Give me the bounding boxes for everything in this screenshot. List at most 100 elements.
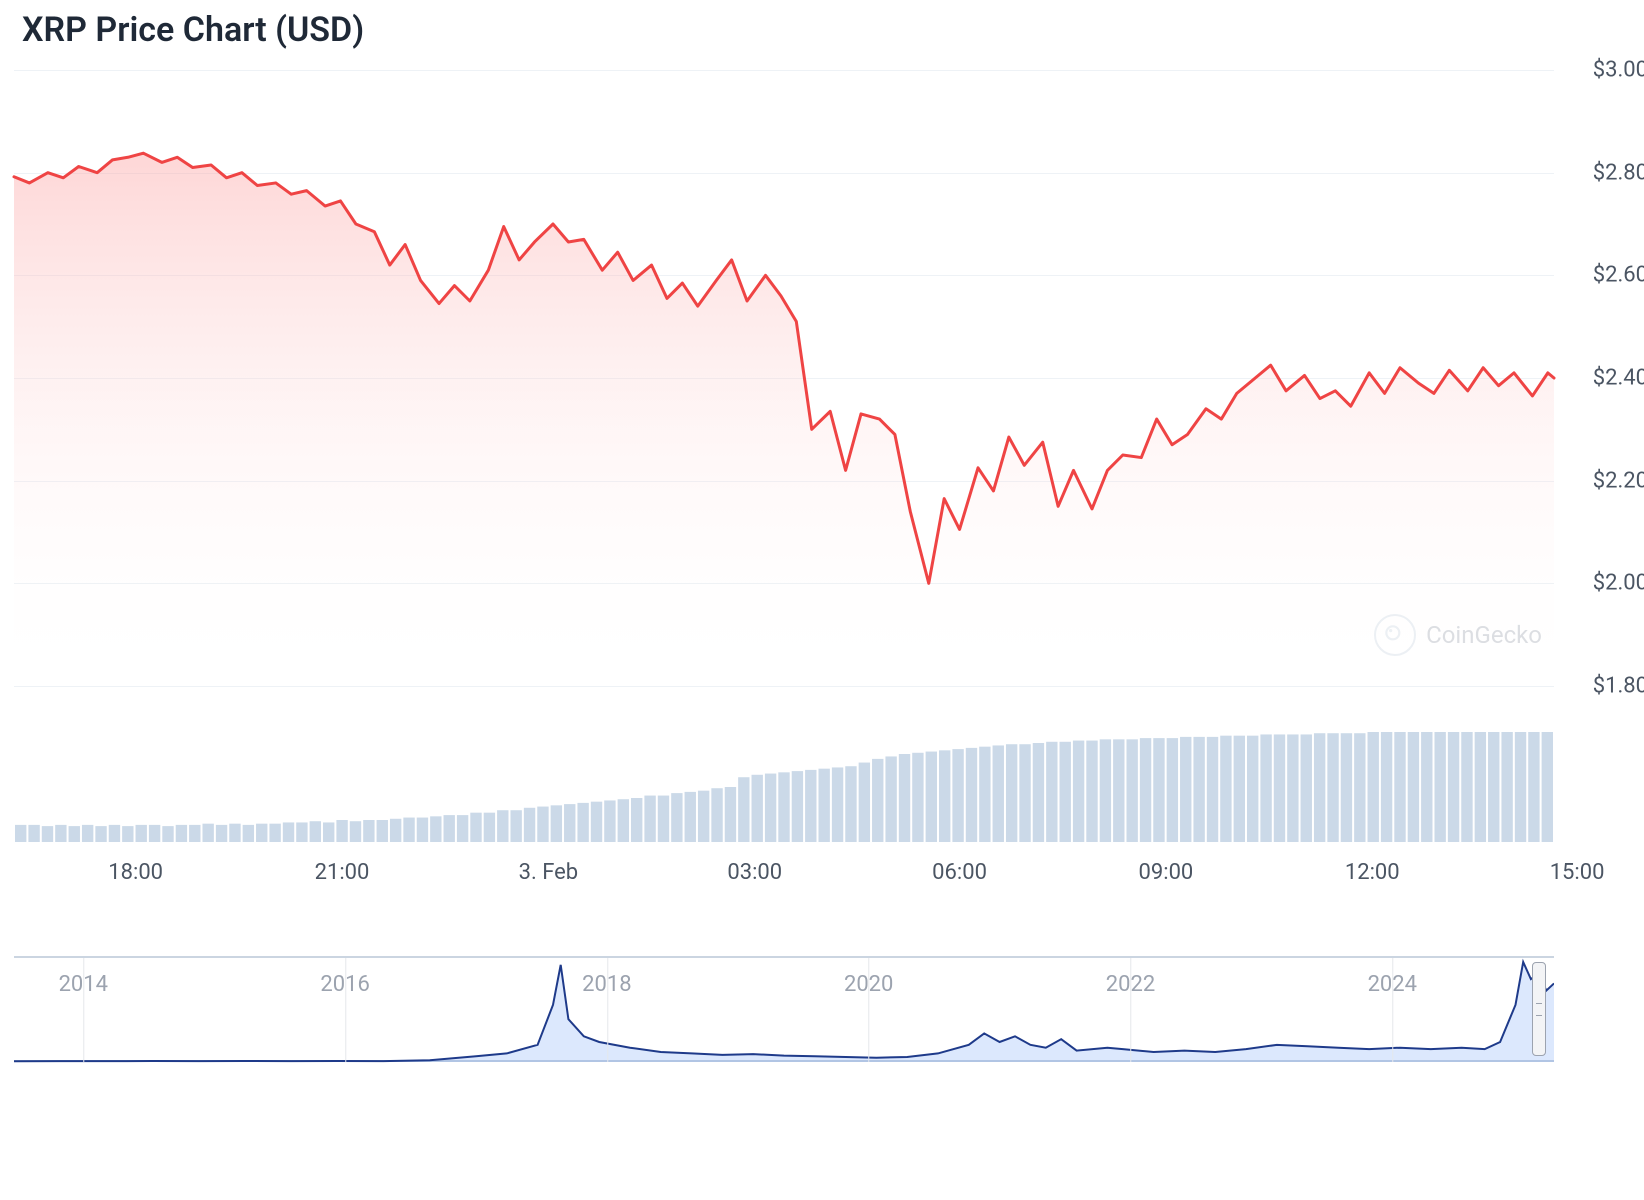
volume-bar [1234,736,1245,842]
navigator[interactable]: 2014 2016 2018 2020 2022 2024 [14,956,1554,1062]
volume-bar [497,810,508,842]
volume-bar [149,825,160,842]
volume-bar [336,820,347,842]
navigator-year-label: 2022 [1106,972,1155,997]
volume-bar [1434,732,1445,842]
x-axis-label: 12:00 [1345,860,1400,885]
volume-bar [952,749,963,842]
volume-bar [444,815,455,842]
volume-bar [82,825,93,842]
volume-bar [457,815,468,842]
volume-bar [1448,732,1459,842]
volume-bar [752,775,763,842]
volume-bar [42,826,53,842]
navigator-handle[interactable] [1532,962,1546,1056]
volume-bar [872,759,883,842]
volume-bar [966,748,977,842]
y-axis-label: $2.40 [1593,366,1644,391]
volume-bar [551,805,562,842]
volume-bar [216,825,227,842]
volume-bar [685,792,696,842]
x-axis-label: 09:00 [1139,860,1194,885]
gridline [14,686,1554,687]
volume-bar [162,826,173,842]
volume-bar [1421,732,1432,842]
volume-bar [1528,732,1539,842]
navigator-year-label: 2014 [59,972,108,997]
volume-bar [711,788,722,842]
volume-bar [243,825,254,842]
volume-bar [631,798,642,842]
volume-bar [1381,732,1392,842]
volume-bar [1515,732,1526,842]
watermark: CoinGecko [1374,614,1542,656]
y-axis-label: $1.80 [1593,674,1644,699]
volume-bar [765,774,776,842]
x-axis-label: 03:00 [727,860,782,885]
x-axis-label: 21:00 [315,860,370,885]
main-price-chart[interactable]: $1.80$2.00$2.20$2.40$2.60$2.80$3.00 Coin… [14,70,1554,686]
y-axis-label: $2.80 [1593,160,1644,185]
volume-bar [1394,732,1405,842]
y-axis-label: $2.20 [1593,468,1644,493]
volume-bar [350,821,361,842]
y-axis-label: $3.00 [1593,58,1644,83]
volume-bar [1220,736,1231,842]
volume-bar [1167,738,1178,842]
volume-bar [1247,736,1258,842]
volume-bar [122,826,133,842]
volume-bar [1193,737,1204,842]
volume-bar [390,819,401,842]
chart-title: XRP Price Chart (USD) [0,0,1644,70]
volume-bar [1073,741,1084,842]
volume-bar [109,825,120,842]
volume-bar [832,767,843,842]
volume-bar [1113,739,1124,842]
volume-bar [55,825,66,842]
volume-bar [1060,742,1071,842]
volume-bar [202,824,213,842]
volume-bar [28,825,39,842]
volume-bar [470,813,481,842]
volume-bar [1126,739,1137,842]
volume-bar [912,753,923,842]
volume-bar [430,816,441,842]
volume-bar [899,754,910,842]
volume-bar [136,825,147,842]
volume-bar [1086,741,1097,842]
x-axis-label: 15:00 [1550,860,1605,885]
x-axis-label: 3. Feb [519,860,579,885]
volume-bar [1180,737,1191,842]
navigator-year-label: 2024 [1368,972,1417,997]
volume-bar [1301,734,1312,842]
volume-bar [1006,744,1017,842]
volume-bar [1542,732,1553,842]
volume-bar [1327,733,1338,842]
coingecko-icon [1374,614,1416,656]
navigator-year-label: 2016 [320,972,369,997]
volume-bar [939,750,950,842]
volume-bar [885,756,896,842]
navigator-year-label: 2020 [844,972,893,997]
volume-bar [510,810,521,842]
y-axis-label: $2.00 [1593,571,1644,596]
volume-bar [1274,734,1285,842]
volume-bar [1046,742,1057,842]
volume-bar [845,766,856,842]
volume-bar [1408,732,1419,842]
price-area [14,153,1554,686]
volume-bar [591,802,602,842]
volume-bar [1100,739,1111,842]
volume-chart[interactable] [14,732,1554,842]
volume-bar [577,803,588,842]
volume-bar [1153,738,1164,842]
volume-bar [778,772,789,842]
volume-bar [323,822,334,842]
volume-bar [229,824,240,842]
volume-bar [1260,734,1271,842]
volume-bar [1488,732,1499,842]
volume-bar [283,822,294,842]
volume-bar [484,813,495,842]
volume-bar [1461,732,1472,842]
navigator-year-label: 2018 [582,972,631,997]
